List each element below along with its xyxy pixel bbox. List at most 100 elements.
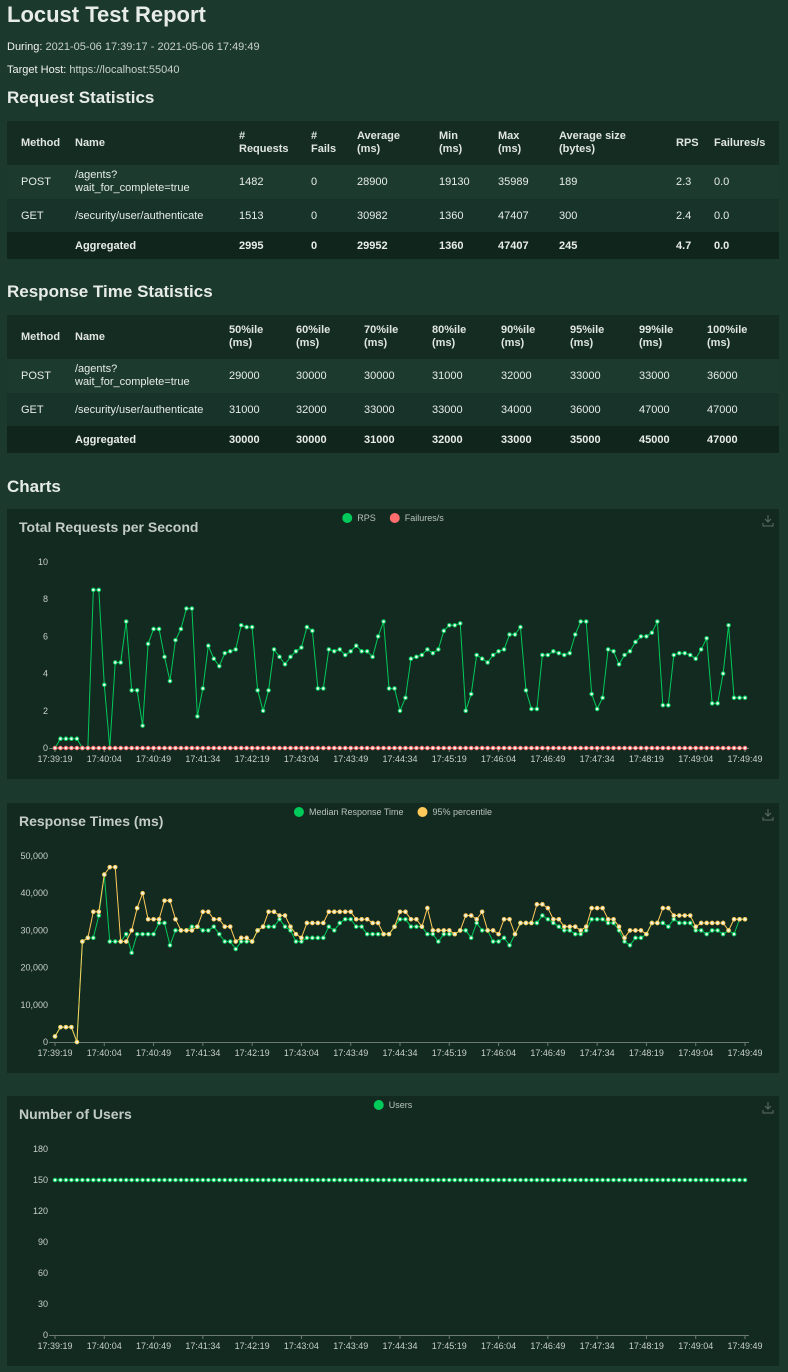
table-cell: 2.4 [662, 199, 700, 232]
data-point [63, 745, 69, 751]
data-point [129, 745, 134, 751]
y-tick-label: 6 [43, 631, 48, 641]
data-point [485, 928, 490, 933]
data-point [572, 931, 578, 937]
data-point [644, 634, 649, 639]
data-point [644, 1177, 649, 1183]
data-point [720, 1177, 726, 1183]
data-point [671, 745, 677, 751]
data-point [715, 1177, 720, 1183]
data-point [501, 745, 507, 751]
data-point [342, 916, 348, 922]
x-tick-label: 17:44:34 [382, 754, 417, 764]
data-point [633, 935, 638, 941]
column-header: 50%ile (ms) [215, 315, 282, 359]
data-point [58, 736, 63, 741]
data-point [381, 1177, 386, 1183]
data-point [118, 745, 124, 751]
x-tick-label: 17:44:34 [382, 1048, 417, 1058]
data-point [715, 745, 720, 751]
x-tick-label: 17:49:04 [678, 754, 713, 764]
data-point [490, 652, 496, 658]
data-point [446, 931, 452, 937]
table-cell: 31000 [418, 359, 487, 393]
data-point [337, 647, 343, 652]
data-point [616, 924, 622, 929]
data-point [238, 935, 244, 941]
data-point [112, 864, 118, 870]
table-cell: 28900 [343, 165, 425, 199]
data-point [611, 916, 616, 922]
data-point [85, 745, 91, 751]
data-point [693, 745, 699, 751]
data-point [359, 745, 364, 751]
x-tick-label: 17:46:49 [530, 1048, 565, 1058]
data-point [671, 916, 677, 922]
download-icon [762, 515, 774, 527]
data-point [479, 745, 485, 751]
data-point [101, 1177, 107, 1183]
data-point [397, 916, 403, 922]
data-point [359, 1177, 364, 1183]
data-point [326, 647, 332, 652]
chart: Response Times (ms) 0 10,000 20,000 30,000 40… [19, 807, 774, 1058]
data-point [266, 924, 271, 929]
data-point [222, 924, 228, 929]
data-point [419, 652, 425, 658]
data-point [622, 745, 627, 751]
table-cell: 32000 [282, 393, 350, 426]
data-point [501, 916, 507, 922]
data-point [523, 745, 529, 751]
data-point [676, 745, 682, 751]
data-point [605, 647, 611, 652]
table-cell: 0.0 [700, 199, 779, 232]
request-table: Method Name # Requests # Fails Average (ms) M… [7, 121, 779, 259]
data-point [206, 928, 211, 933]
y-tick-label: 0 [43, 1037, 48, 1047]
data-point [408, 1177, 414, 1183]
data-point [326, 745, 332, 751]
data-point [359, 924, 364, 929]
data-point [222, 650, 228, 656]
data-point [589, 905, 594, 911]
x-tick-label: 17:49:49 [727, 1341, 762, 1351]
data-point [392, 1177, 397, 1183]
y-tick-label: 4 [43, 669, 48, 679]
data-point [452, 745, 458, 751]
data-point [162, 654, 167, 660]
table-cell: 19130 [425, 165, 484, 199]
data-point [589, 1177, 594, 1183]
table-cell: 1360 [425, 199, 484, 232]
data-point [91, 745, 96, 751]
table-cell: 30000 [350, 359, 418, 393]
data-point [189, 928, 195, 933]
x-tick-label: 17:43:49 [333, 754, 368, 764]
data-point [561, 1177, 567, 1183]
data-point [709, 1177, 715, 1183]
table-cell: Aggregated [61, 232, 225, 259]
data-point [479, 909, 485, 915]
data-point [364, 931, 370, 937]
data-point [321, 745, 326, 751]
data-point [386, 686, 392, 691]
data-point [676, 913, 682, 918]
data-point [507, 632, 512, 637]
data-point [244, 939, 249, 944]
data-point [173, 1177, 178, 1183]
data-point [244, 935, 249, 941]
data-point [551, 648, 556, 654]
data-point [676, 1177, 682, 1183]
data-point [151, 931, 156, 937]
data-point [255, 688, 260, 693]
chart-panel: Total Requests per Second 0 2 4 6 8 10 17:39:19… [7, 509, 779, 779]
data-point [299, 645, 304, 650]
data-point [277, 654, 282, 660]
data-point [600, 1177, 605, 1183]
data-point [310, 745, 315, 751]
data-point [501, 935, 507, 941]
data-point [408, 924, 414, 929]
data-point [74, 736, 80, 741]
data-point [238, 745, 244, 751]
data-point [666, 745, 671, 751]
data-point [211, 924, 217, 929]
